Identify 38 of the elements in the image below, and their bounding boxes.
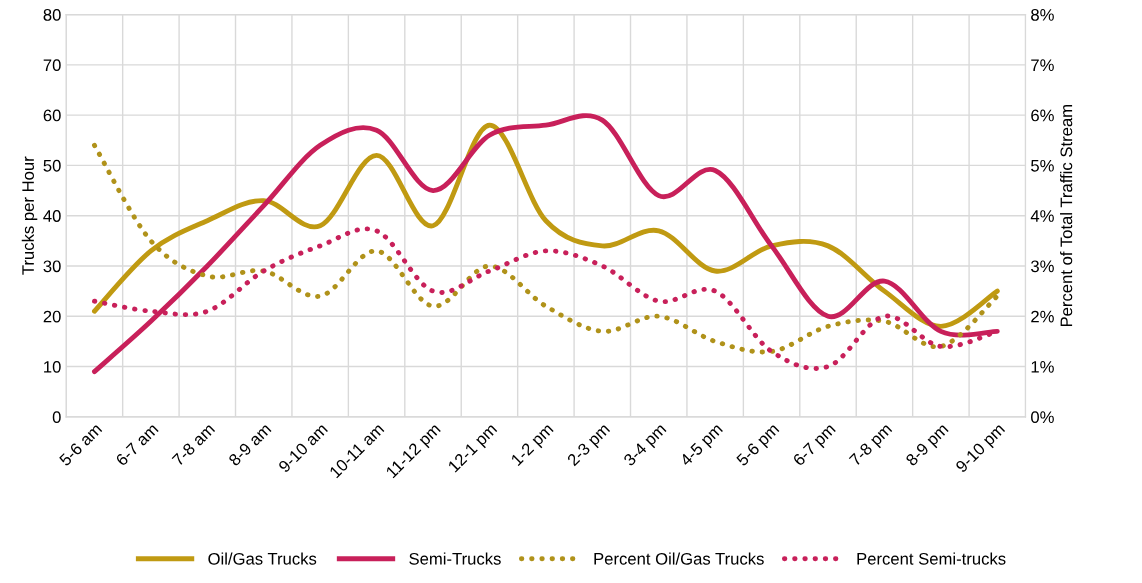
y-tick-label: 20 bbox=[43, 310, 61, 323]
x-tick-label: 2-3 pm bbox=[566, 422, 613, 469]
x-tick-label: 3-4 pm bbox=[622, 422, 669, 469]
y-tick-label: 50 bbox=[43, 159, 61, 172]
y-axis-title: Trucks per Hour bbox=[21, 156, 38, 275]
y2-tick-label: 6% bbox=[1031, 109, 1054, 122]
y2-tick-label: 5% bbox=[1031, 159, 1054, 172]
y2-tick-label: 3% bbox=[1031, 260, 1054, 273]
line-series bbox=[92, 122, 1000, 329]
y2-tick-label: 8% bbox=[1031, 8, 1054, 21]
y2-tick-label: 7% bbox=[1031, 59, 1054, 71]
y-tick-label: 10 bbox=[44, 360, 61, 373]
legend-label: Percent Oil/Gas Trucks bbox=[594, 552, 764, 565]
x-tick-label: 4-5 pm bbox=[679, 422, 726, 470]
legend-label: Percent Semi-trucks bbox=[857, 552, 1006, 565]
y-tick-label: 60 bbox=[43, 109, 61, 122]
x-tick-label: 7-8 am bbox=[171, 422, 216, 467]
legend-label: Oil/Gas Trucks bbox=[208, 552, 317, 565]
x-tick-label: 5-6 pm bbox=[735, 422, 782, 469]
y-tick-label: 30 bbox=[43, 260, 61, 273]
x-tick-label: 1-2 pm bbox=[510, 422, 557, 469]
y2-tick-label: 0% bbox=[1031, 411, 1054, 424]
y2-axis-title: Percent of Total Traffic Stream bbox=[1060, 105, 1073, 327]
y-tick-label: 80 bbox=[43, 8, 61, 21]
legend-label: Semi-Trucks bbox=[409, 552, 501, 565]
x-tick-label: 7-8 pm bbox=[848, 422, 895, 469]
x-tick-label: 6-7 am bbox=[115, 422, 159, 467]
x-tick-label: 6-7 pm bbox=[792, 422, 839, 469]
x-tick-label: 8-9 pm bbox=[905, 422, 952, 469]
y-tick-label: 40 bbox=[43, 210, 61, 222]
x-tick-label: 8-9 am bbox=[227, 422, 272, 467]
y2-tick-label: 4% bbox=[1030, 210, 1054, 222]
y-tick-label: 70 bbox=[43, 59, 61, 72]
line-series bbox=[92, 142, 1000, 355]
x-tick-label: 5-6 am bbox=[58, 422, 103, 467]
y2-tick-label: 2% bbox=[1031, 310, 1054, 323]
y2-tick-label: 1% bbox=[1031, 361, 1054, 373]
y-tick-label: 0 bbox=[52, 411, 61, 424]
